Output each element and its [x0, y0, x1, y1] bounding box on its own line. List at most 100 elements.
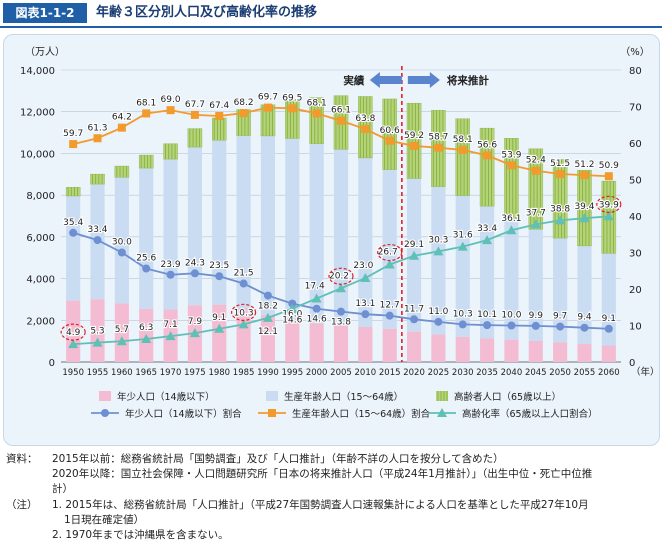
y-left-tick-label: 12,000: [20, 108, 55, 119]
label-working-share: 61.3: [87, 123, 107, 133]
marker-aging-rate: [360, 273, 371, 283]
marker-working-share: [69, 140, 78, 149]
label-working-share: 50.9: [599, 161, 619, 171]
x-tick-label: 2005: [330, 368, 352, 378]
marker-aging-rate: [555, 215, 566, 225]
marker-youth-share: [93, 236, 102, 245]
marker-youth-share: [385, 311, 394, 320]
label-youth-share: 11.7: [404, 304, 424, 314]
x-tick-label: 1975: [184, 368, 206, 378]
bar-youth: [285, 320, 300, 362]
bar-youth: [431, 334, 446, 362]
marker-youth-share: [434, 317, 443, 326]
label-youth-share: 13.8: [331, 318, 351, 328]
x-unit: （年）: [631, 366, 659, 378]
bar-working-age: [358, 157, 373, 327]
y-right-tick-label: 40: [629, 212, 642, 223]
marker-aging-rate: [92, 337, 103, 347]
marker-youth-share: [556, 322, 565, 331]
label-aging-rate: 30.3: [428, 235, 448, 245]
marker-working-share: [556, 170, 565, 179]
marker-youth-share: [483, 321, 492, 330]
label-working-share: 68.1: [136, 98, 156, 108]
arrow-right-icon: [407, 72, 440, 88]
label-youth-share: 35.4: [63, 218, 83, 228]
bar-youth: [358, 326, 373, 362]
marker-youth-share: [507, 321, 516, 330]
bar-working-age: [431, 186, 446, 335]
highlight-circle: [231, 303, 257, 322]
y-left-tick-label: 0: [49, 358, 55, 369]
highlight-circle: [377, 243, 403, 262]
bar-elderly: [90, 173, 105, 185]
bar-youth: [309, 323, 324, 362]
figure-title: 年齢３区分別人口及び高齢化率の推移: [96, 5, 318, 20]
label-youth-share: 9.7: [553, 312, 567, 322]
y-left-tick-label: 6,000: [26, 233, 55, 244]
marker-aging-rate: [141, 334, 152, 344]
arrow-left-icon: [369, 72, 402, 88]
marker-youth-share: [312, 304, 321, 313]
marker-youth-share: [239, 279, 248, 288]
bar-working-age: [66, 195, 81, 301]
x-tick-label: 2045: [525, 368, 547, 378]
marker-aging-rate: [336, 283, 346, 293]
y-right-tick-label: 70: [629, 103, 642, 114]
bar-elderly: [479, 127, 495, 207]
x-tick-label: 2060: [598, 368, 620, 378]
marker-youth-share: [215, 272, 224, 281]
marker-working-share: [604, 172, 613, 181]
label-working-share: 58.7: [428, 133, 448, 143]
label-youth-share: 9.1: [602, 314, 616, 324]
bar-working-age: [382, 169, 397, 329]
marker-aging-rate: [579, 213, 590, 223]
x-tick-label: 2040: [501, 368, 523, 378]
bar-working-age: [577, 245, 592, 345]
marker-youth-share: [531, 321, 540, 330]
marker-aging-rate: [262, 312, 273, 322]
marker-working-share: [93, 134, 102, 143]
label-youth-share: 16.0: [282, 310, 302, 320]
label-working-share: 69.5: [282, 93, 302, 103]
label-aging-rate: 26.7: [378, 248, 398, 258]
y-right-tick-label: 30: [629, 249, 642, 260]
label-aging-rate: 4.9: [66, 328, 81, 338]
marker-youth-share: [142, 264, 151, 273]
source-line-3: 計）: [52, 483, 73, 495]
x-tick-label: 1970: [160, 368, 182, 378]
label-aging-rate: 23.0: [353, 261, 373, 271]
x-tick-label: 2025: [428, 368, 450, 378]
marker-youth-share: [190, 269, 199, 278]
y-left-unit: （万人）: [25, 46, 65, 58]
y-right-unit: （%）: [620, 46, 650, 58]
marker-youth-share: [604, 324, 613, 333]
marker-aging-rate: [116, 336, 127, 346]
marker-working-share: [507, 161, 516, 170]
bar-working-age: [553, 238, 568, 343]
label-aging-rate: 5.7: [115, 325, 129, 335]
bar-working-age: [285, 138, 300, 321]
x-tick-label: 1985: [233, 368, 255, 378]
x-tick-label: 2000: [306, 368, 328, 378]
marker-aging-rate: [165, 331, 176, 341]
label-working-share: 51.2: [574, 160, 594, 170]
bar-youth: [260, 315, 276, 362]
bar-elderly: [114, 165, 130, 178]
bar-youth: [577, 344, 592, 362]
marker-aging-rate: [457, 241, 468, 251]
y-right-tick-label: 20: [629, 285, 642, 296]
label-aging-rate: 37.7: [526, 208, 546, 218]
marker-aging-rate: [384, 259, 395, 269]
label-youth-share: 30.0: [112, 238, 132, 248]
label-aging-rate: 6.3: [139, 323, 153, 333]
x-tick-label: 1990: [257, 368, 279, 378]
label-working-share: 53.9: [501, 150, 521, 160]
marker-aging-rate: [68, 339, 79, 349]
legend-aging-rate: 高齢化率（65歳以上人口割合）: [462, 408, 598, 420]
y-right-tick-label: 80: [629, 66, 642, 77]
label-working-share: 64.2: [112, 113, 132, 123]
header-rule: [0, 26, 662, 28]
y-right-tick-label: 10: [629, 322, 642, 333]
x-tick-label: 1960: [111, 368, 133, 378]
y-left-tick-label: 4,000: [26, 275, 55, 286]
